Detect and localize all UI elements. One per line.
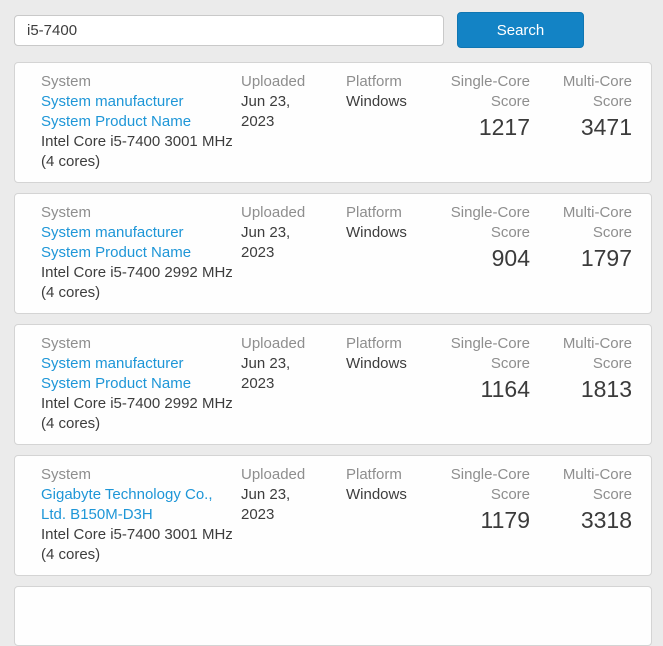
column-header-multi-core: Multi-Core Score — [562, 466, 632, 503]
column-header-system: System — [41, 335, 92, 352]
column-header-uploaded: Uploaded — [241, 73, 306, 90]
multi-core-score: 3471 — [580, 114, 632, 140]
multi-core-column: Multi-Core Score 1797 — [530, 203, 632, 303]
cpu-description: Intel Core i5-7400 2992 MHz (4 cores) — [41, 264, 233, 301]
platform-value: Windows — [346, 224, 407, 241]
system-link[interactable]: Gigabyte Technology Co., Ltd. B150M-D3H — [41, 486, 213, 523]
column-header-uploaded: Uploaded — [241, 335, 306, 352]
system-column: System System manufacturer System Produc… — [41, 72, 241, 172]
system-column: System Gigabyte Technology Co., Ltd. B15… — [41, 465, 241, 565]
column-header-system: System — [41, 466, 92, 483]
result-card: System System manufacturer System Produc… — [14, 193, 652, 314]
result-card: System System manufacturer System Produc… — [14, 62, 652, 183]
column-header-platform: Platform — [346, 466, 402, 483]
column-header-multi-core: Multi-Core Score — [562, 335, 632, 372]
cpu-description: Intel Core i5-7400 3001 MHz (4 cores) — [41, 526, 233, 563]
uploaded-column: Uploaded Jun 23, 2023 — [241, 334, 346, 434]
column-header-single-core: Single-Core Score — [450, 466, 530, 503]
cpu-description: Intel Core i5-7400 3001 MHz (4 cores) — [41, 133, 233, 170]
column-header-uploaded: Uploaded — [241, 204, 306, 221]
multi-core-score: 1813 — [580, 376, 632, 402]
single-core-score: 1179 — [480, 507, 530, 533]
single-core-column: Single-Core Score 1164 — [430, 334, 530, 434]
column-header-multi-core: Multi-Core Score — [562, 204, 632, 241]
search-button[interactable]: Search — [457, 12, 584, 48]
system-column: System System manufacturer System Produc… — [41, 334, 241, 434]
system-link[interactable]: System manufacturer System Product Name — [41, 224, 192, 261]
single-core-column: Single-Core Score 1217 — [430, 72, 530, 172]
column-header-single-core: Single-Core Score — [450, 204, 530, 241]
column-header-platform: Platform — [346, 204, 402, 221]
results-list: System System manufacturer System Produc… — [14, 62, 652, 576]
search-input[interactable] — [14, 14, 444, 46]
search-bar: Search — [14, 12, 652, 48]
uploaded-date: Jun 23, 2023 — [241, 224, 291, 261]
column-header-uploaded: Uploaded — [241, 466, 306, 483]
column-header-multi-core: Multi-Core Score — [562, 73, 632, 110]
column-header-platform: Platform — [346, 73, 402, 90]
single-core-column: Single-Core Score 1179 — [430, 465, 530, 565]
column-header-single-core: Single-Core Score — [450, 73, 530, 110]
multi-core-column: Multi-Core Score 3318 — [530, 465, 632, 565]
column-header-system: System — [41, 204, 92, 221]
system-column: System System manufacturer System Produc… — [41, 203, 241, 303]
column-header-platform: Platform — [346, 335, 402, 352]
platform-column: Platform Windows — [346, 72, 430, 172]
result-card-partial — [14, 586, 652, 646]
result-card: System Gigabyte Technology Co., Ltd. B15… — [14, 455, 652, 576]
column-header-single-core: Single-Core Score — [450, 335, 530, 372]
uploaded-date: Jun 23, 2023 — [241, 486, 291, 523]
platform-value: Windows — [346, 355, 407, 372]
system-link[interactable]: System manufacturer System Product Name — [41, 93, 192, 130]
multi-core-column: Multi-Core Score 3471 — [530, 72, 632, 172]
result-card: System System manufacturer System Produc… — [14, 324, 652, 445]
single-core-score: 1164 — [480, 376, 530, 402]
uploaded-column: Uploaded Jun 23, 2023 — [241, 465, 346, 565]
column-header-system: System — [41, 73, 92, 90]
uploaded-date: Jun 23, 2023 — [241, 355, 291, 392]
multi-core-score: 1797 — [580, 245, 632, 271]
single-core-score: 904 — [491, 245, 530, 271]
platform-column: Platform Windows — [346, 203, 430, 303]
multi-core-column: Multi-Core Score 1813 — [530, 334, 632, 434]
cpu-description: Intel Core i5-7400 2992 MHz (4 cores) — [41, 395, 233, 432]
system-link[interactable]: System manufacturer System Product Name — [41, 355, 192, 392]
platform-value: Windows — [346, 486, 407, 503]
uploaded-date: Jun 23, 2023 — [241, 93, 291, 130]
single-core-column: Single-Core Score 904 — [430, 203, 530, 303]
platform-column: Platform Windows — [346, 465, 430, 565]
platform-column: Platform Windows — [346, 334, 430, 434]
platform-value: Windows — [346, 93, 407, 110]
uploaded-column: Uploaded Jun 23, 2023 — [241, 203, 346, 303]
multi-core-score: 3318 — [580, 507, 632, 533]
single-core-score: 1217 — [478, 114, 530, 140]
uploaded-column: Uploaded Jun 23, 2023 — [241, 72, 346, 172]
